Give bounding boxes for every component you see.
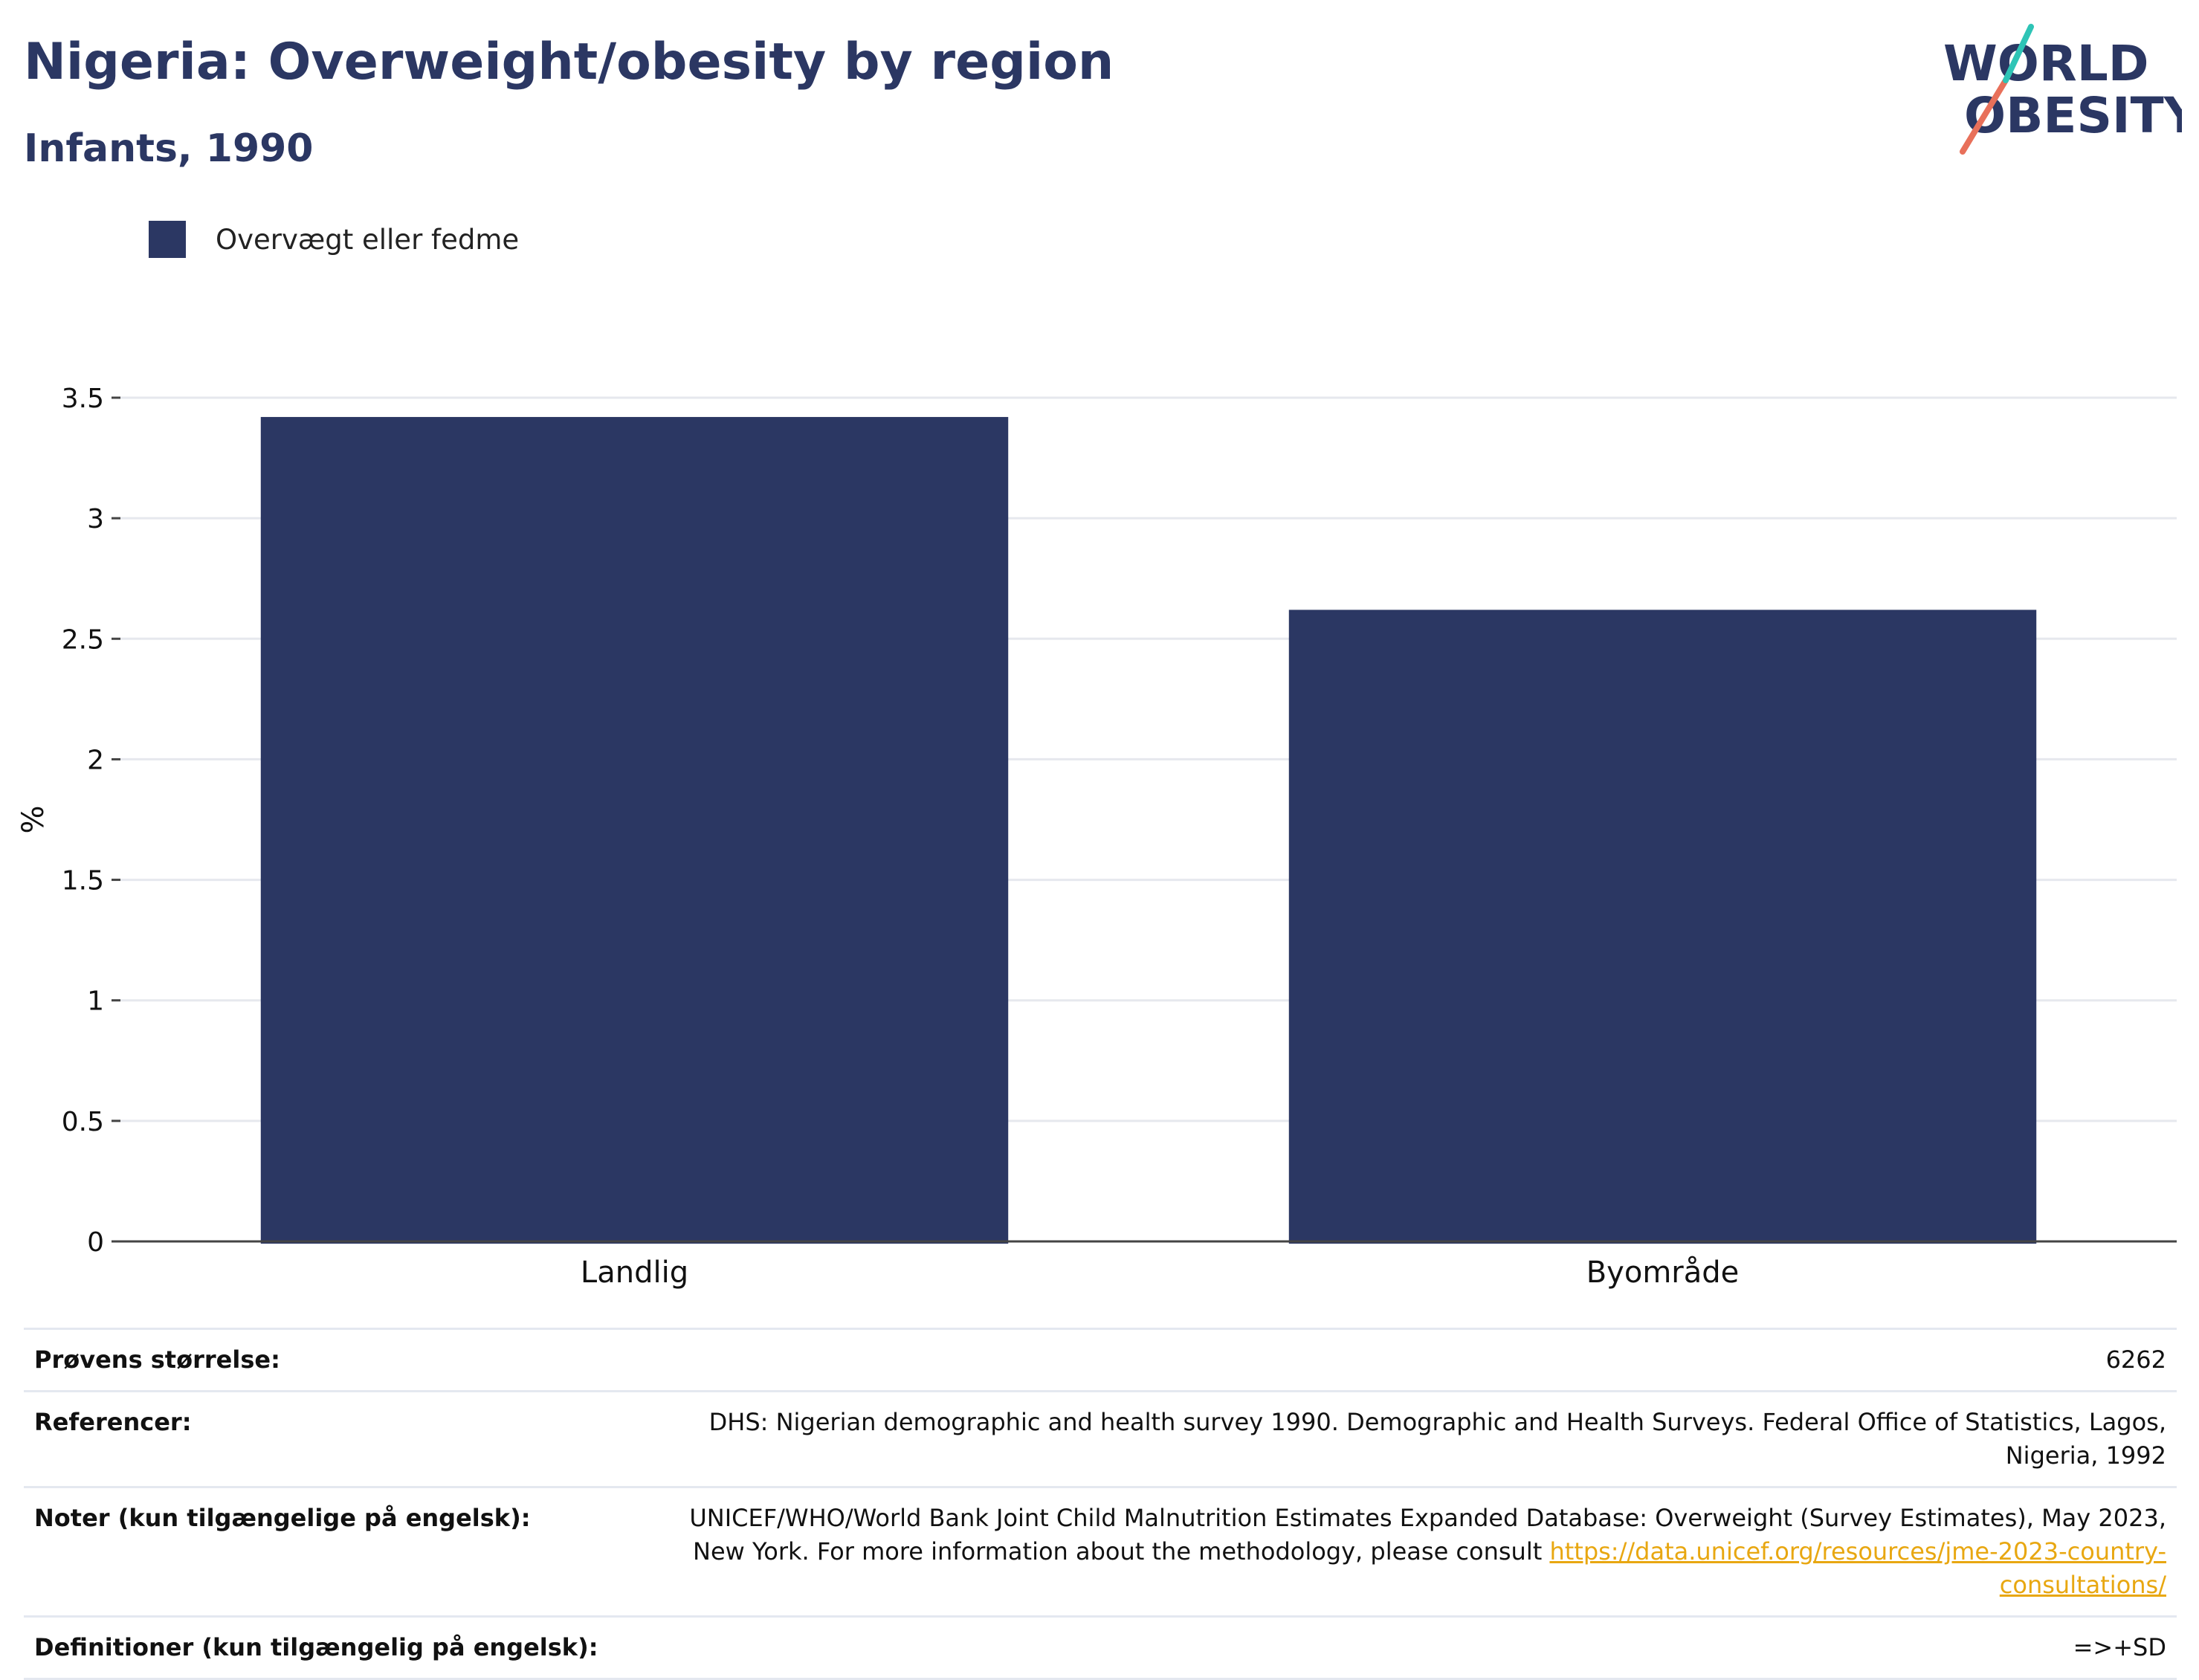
y-axis-title: % — [16, 805, 51, 833]
y-tick-labels: 0 0.5 1 1.5 2 2.5 3 3.5 — [62, 384, 120, 1258]
y-tick-label: 2 — [87, 745, 104, 775]
info-table: Prøvens størrelse: 6262 Referencer: DHS:… — [24, 1328, 2177, 1680]
bar — [1288, 610, 2037, 1244]
world-obesity-logo: WORLD OBESITY — [1943, 24, 2182, 155]
notes-link[interactable]: https://data.unicef.org/resources/jme-20… — [1549, 1537, 2166, 1599]
legend-label: Overvægt eller fedme — [216, 223, 520, 256]
x-tick-label: Byområde — [1586, 1256, 1740, 1290]
legend-swatch — [149, 221, 186, 258]
y-tick-label: 3 — [87, 504, 104, 534]
references-label: Referencer: — [34, 1408, 192, 1436]
bar-chart: 0 0.5 1 1.5 2 2.5 3 3.5 Landlig Byområde % — [16, 384, 2177, 1290]
logo-slash-coral — [1960, 77, 2009, 155]
info-row-sample-size: Prøvens størrelse: 6262 — [24, 1328, 2177, 1392]
y-tick-label: 2.5 — [62, 624, 104, 655]
references-value: DHS: Nigerian demographic and health sur… — [708, 1408, 2166, 1470]
y-tick-label: 3.5 — [62, 384, 104, 414]
bar — [260, 416, 1009, 1244]
notes-label: Noter (kun tilgængelige på engelsk): — [34, 1504, 531, 1532]
x-tick-labels: Landlig Byområde — [581, 1256, 1739, 1290]
y-tick-label: 0 — [87, 1227, 104, 1258]
info-row-notes: Noter (kun tilgængelige på engelsk): UNI… — [24, 1487, 2177, 1617]
chart-title: Nigeria: Overweight/obesity by region — [24, 33, 1114, 91]
y-tick-label: 1.5 — [62, 866, 104, 896]
bars — [260, 416, 2037, 1244]
info-row-references: Referencer: DHS: Nigerian demographic an… — [24, 1391, 2177, 1487]
x-tick-label: Landlig — [581, 1256, 688, 1290]
y-tick-label: 1 — [87, 986, 104, 1017]
chart-subtitle: Infants, 1990 — [24, 126, 314, 171]
logo-line-1: WORLD — [1943, 35, 2149, 92]
sample-size-value: 6262 — [2105, 1345, 2166, 1374]
sample-size-label: Prøvens størrelse: — [34, 1345, 280, 1374]
y-tick-label: 0.5 — [62, 1107, 104, 1137]
info-row-definitions: Definitioner (kun tilgængelig på engelsk… — [24, 1616, 2177, 1679]
logo-slash-teal — [2003, 24, 2034, 83]
legend[interactable]: Overvægt eller fedme — [149, 220, 519, 259]
logo-line-2: OBESITY — [1964, 87, 2182, 144]
definitions-label: Definitioner (kun tilgængelig på engelsk… — [34, 1633, 598, 1661]
notes-value: UNICEF/WHO/World Bank Joint Child Malnut… — [624, 1487, 2177, 1617]
definitions-value: =>+SD — [2073, 1633, 2166, 1661]
notes-text: UNICEF/WHO/World Bank Joint Child Malnut… — [689, 1504, 2166, 1566]
